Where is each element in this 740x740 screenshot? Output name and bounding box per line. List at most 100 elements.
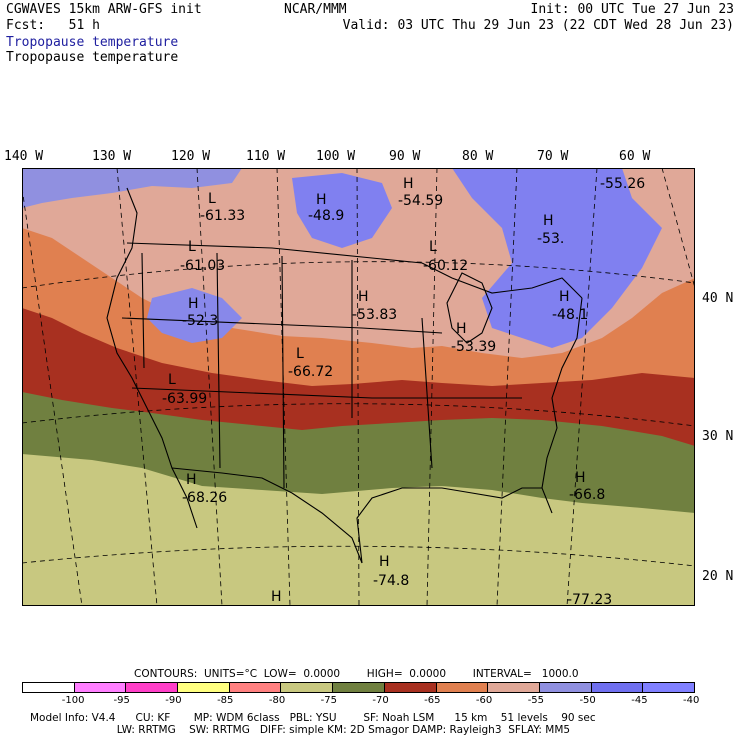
map-label-value: -63.99 <box>162 391 207 407</box>
great-lakes-border <box>421 262 583 299</box>
legend-swatch-0 <box>23 683 75 692</box>
legend-swatch-3 <box>178 683 230 692</box>
model-info-line1: Model Info: V4.4 CU: KF MP: WDM 6class P… <box>30 712 596 724</box>
band-minus50-nw <box>22 168 242 208</box>
us-mexico-border <box>171 467 363 564</box>
map-label-sym: H <box>188 296 199 312</box>
lat-label-40n: 40 N <box>702 291 734 306</box>
map-label-value: -54.59 <box>398 193 443 209</box>
map-label-sym: H <box>559 289 570 305</box>
map-label-value: -53.83 <box>352 307 397 323</box>
lon-label-100w: 100 W <box>316 149 356 164</box>
gridline-lon-130w <box>22 187 83 606</box>
lon-label-60w: 60 W <box>619 149 651 164</box>
map-label-value: -48.1 <box>552 307 588 323</box>
map-frame <box>22 168 695 606</box>
map-label-value: -68.26 <box>182 490 227 506</box>
lon-label-120w: 120 W <box>171 149 211 164</box>
legend-tick-label: -65 <box>424 695 441 706</box>
legend-tick-label: -40 <box>683 695 700 706</box>
lon-label-70w: 70 W <box>537 149 569 164</box>
map-label-sym: H <box>575 470 586 486</box>
lon-label-130w: 130 W <box>92 149 132 164</box>
map-label-value: -53. <box>537 231 564 247</box>
map-label-sym: H <box>316 192 327 208</box>
legend-tick-label: -90 <box>165 695 182 706</box>
map-label-sym: L <box>208 191 216 207</box>
legend-tick-label: -60 <box>475 695 493 706</box>
legend-tick-label: -50 <box>579 695 596 706</box>
gridline-lon-60w <box>566 168 598 606</box>
legend-tick-label: -85 <box>217 695 234 706</box>
map-label-sym: L <box>429 239 437 255</box>
legend-swatch-9 <box>488 683 540 692</box>
legend-swatch-7 <box>384 683 437 692</box>
lon-label-110w: 110 W <box>246 149 286 164</box>
map-label-sym: H <box>186 472 197 488</box>
map-label-sym: L <box>168 372 176 388</box>
lon-label-140w: 140 W <box>4 149 44 164</box>
legend-tick-label: -95 <box>113 695 130 706</box>
init-time: Init: 00 UTC Tue 27 Jun 23 <box>530 2 735 17</box>
map-label-value: -77.23 <box>567 592 612 606</box>
model-title: CGWAVES 15km ARW-GFS init <box>6 2 202 17</box>
gridline-lon-80w <box>426 168 438 606</box>
color-legend-bar <box>22 682 695 693</box>
map-label-value: -61.33 <box>200 208 245 224</box>
map-label-sym: H <box>271 589 282 605</box>
map-label-value: -60.12 <box>423 258 468 274</box>
legend-tick-label: -55 <box>527 695 545 706</box>
gridline-lon-50w <box>661 168 695 289</box>
map-label-sym: H <box>379 554 390 570</box>
lake-michigan <box>446 272 493 344</box>
band-minus45-north <box>292 173 392 248</box>
map-label-sym: L <box>188 239 196 255</box>
valid-time: Valid: 03 UTC Thu 29 Jun 23 (22 CDT Wed … <box>342 18 734 33</box>
gulf-coastline <box>356 487 542 564</box>
gridline-lat-40n <box>22 261 695 289</box>
map-label-value: -55.26 <box>600 176 645 192</box>
map-label-sym: L <box>296 346 304 362</box>
us-canada-border <box>126 242 423 264</box>
center-label: NCAR/MMM <box>284 2 347 17</box>
legend-swatch-5 <box>281 683 334 692</box>
tropopause-temperature-map: L -61.33 H -48.9 H -54.59 -55.26 H -53. … <box>22 168 695 606</box>
map-label-value: -52.3 <box>182 313 218 329</box>
map-label-value: -66.72 <box>288 364 333 380</box>
state-borders <box>141 252 433 489</box>
map-label-value: -74.8 <box>373 573 409 589</box>
band-ne-corner <box>622 168 695 208</box>
legend-swatch-11 <box>591 683 644 692</box>
field-title-blue: Tropopause temperature <box>6 35 179 50</box>
west-coastline <box>106 187 198 529</box>
band-minus45-east <box>452 168 662 348</box>
map-label-value: -48.9 <box>308 208 344 224</box>
map-label-value: -61.03 <box>180 258 225 274</box>
east-coastline <box>541 297 583 514</box>
map-label-sym: H <box>358 289 369 305</box>
field-title: Tropopause temperature <box>6 50 179 65</box>
lat-label-20n: 20 N <box>702 569 734 584</box>
map-label-sym: H <box>456 321 467 337</box>
legend-tick-label: -70 <box>372 695 389 706</box>
gridline-lon-70w <box>496 168 518 606</box>
forecast-hour: Fcst: 51 h <box>6 18 100 33</box>
lon-label-90w: 90 W <box>389 149 421 164</box>
legend-swatch-4 <box>229 683 282 692</box>
map-label-value: -66.8 <box>569 487 605 503</box>
legend-swatch-10 <box>539 683 592 692</box>
legend-swatch-1 <box>74 683 127 692</box>
gridline-lon-90w <box>356 168 360 606</box>
lat-label-30n: 30 N <box>702 429 734 444</box>
gridline-lat-20n <box>22 545 695 567</box>
lon-label-80w: 80 W <box>462 149 494 164</box>
legend-swatch-12 <box>643 683 694 692</box>
contours-info: CONTOURS: UNITS=°C LOW= 0.0000 HIGH= 0.0… <box>134 668 579 680</box>
legend-tick-label: -75 <box>320 695 337 706</box>
legend-swatch-6 <box>333 683 385 692</box>
map-label-sym: H <box>543 213 554 229</box>
model-info-line2: LW: RRTMG SW: RRTMG DIFF: simple KM: 2D … <box>30 724 571 736</box>
legend-tick-label: -80 <box>268 695 286 706</box>
map-label-value: -53.39 <box>451 339 496 355</box>
map-label-sym: H <box>403 176 414 192</box>
